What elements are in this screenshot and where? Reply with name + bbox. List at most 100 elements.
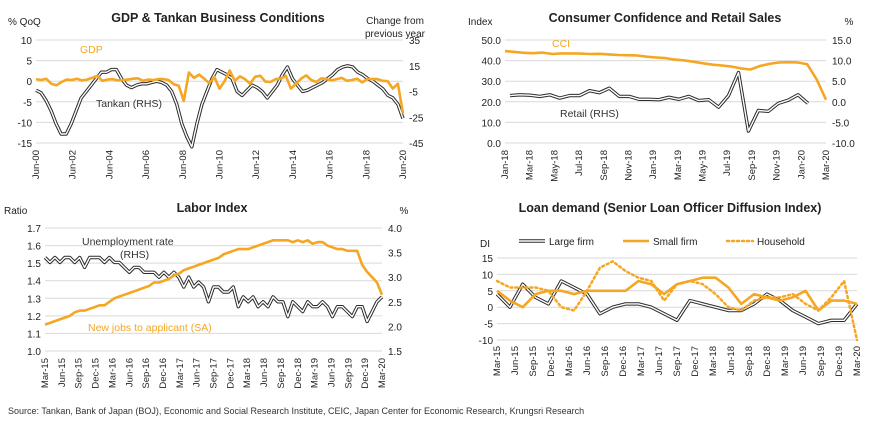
y-tick-label-right: 15 — [409, 62, 421, 73]
left-axis-label: Index — [468, 17, 492, 28]
gdp-series-point — [56, 85, 57, 86]
tankan-series-point — [131, 87, 132, 88]
unemployment-series-point — [109, 257, 110, 258]
gdp-series-point — [81, 80, 82, 81]
gdp-series-point — [331, 80, 332, 81]
retail-series-point — [778, 103, 779, 104]
new-jobs-series-point — [124, 294, 125, 295]
y-tick-label-right: -10.0 — [832, 139, 855, 150]
small-firm-series-point — [522, 307, 523, 308]
unemployment-series-point — [193, 286, 194, 287]
tankan-series-label: Tankan (RHS) — [96, 98, 162, 110]
x-tick-label: Jun-15 — [57, 358, 68, 387]
new-jobs-series-point — [163, 280, 164, 281]
y-tick-label-left: 40.0 — [482, 57, 502, 68]
retail-series-point — [807, 103, 808, 104]
new-jobs-series-point — [158, 282, 159, 283]
unemployment-series-point — [188, 277, 189, 278]
new-jobs-series-point — [292, 242, 293, 243]
new-jobs-series-point — [332, 247, 333, 248]
tankan-series-point — [35, 90, 36, 91]
unemployment-series-point — [263, 301, 264, 302]
small-firm-series-point — [766, 297, 767, 298]
new-jobs-series-point — [376, 282, 377, 283]
new-jobs-series-point — [357, 250, 358, 251]
unemployment-series-point — [158, 277, 159, 278]
y-tick-label-right: 2.0 — [388, 322, 402, 333]
tankan-series-point — [317, 85, 318, 86]
unemployment-series-point — [198, 282, 199, 283]
new-jobs-series-point — [228, 252, 229, 253]
gdp-series-point — [306, 75, 307, 76]
y-tick-label-right: 10.0 — [832, 57, 852, 68]
x-tick-label: Sep-17 — [209, 358, 220, 389]
y-tick-label-left: 5 — [487, 287, 493, 298]
household-series-point — [651, 280, 652, 281]
household-series-point — [574, 310, 575, 311]
gdp-series-point — [193, 77, 194, 78]
x-tick-label: Dec-15 — [91, 358, 102, 389]
unemployment-series-point — [347, 311, 348, 312]
gdp-series-point — [35, 79, 36, 80]
unemployment-series-point — [173, 272, 174, 273]
small-firm-series-point — [625, 290, 626, 291]
y-tick-label-left: 0.0 — [487, 139, 501, 150]
new-jobs-series-point — [139, 289, 140, 290]
tankan-series-point — [46, 100, 47, 101]
y-tick-label-right: 0.0 — [832, 98, 846, 109]
large-firm-series-point — [612, 307, 613, 308]
new-jobs-series-line — [44, 239, 384, 326]
gdp-series-point — [71, 79, 72, 80]
gdp-series-point — [372, 79, 373, 80]
x-tick-label: Dec-17 — [225, 358, 236, 389]
tankan-series-point — [206, 91, 207, 92]
retail-series-point — [629, 96, 630, 97]
unemployment-series-point — [139, 267, 140, 268]
gdp-series-point — [214, 77, 215, 78]
household-series-point — [664, 300, 665, 301]
tankan-series-point — [166, 85, 167, 86]
new-jobs-series-point — [347, 250, 348, 251]
cci-series-point — [816, 79, 817, 80]
new-jobs-series-point — [208, 261, 209, 262]
cci-series-point — [825, 99, 826, 100]
retail-series-point — [639, 99, 640, 100]
x-tick-label: Mar-20 — [377, 358, 388, 388]
x-tick-label: Sep-17 — [672, 346, 683, 377]
gdp-series-point — [362, 82, 363, 83]
cci-series-point — [788, 62, 789, 63]
x-tick-label: Mar-18 — [525, 150, 536, 180]
x-tick-label: Sep-19 — [343, 358, 354, 389]
cci-series-point — [778, 62, 779, 63]
cci-series-point — [722, 65, 723, 66]
tankan-series-point — [171, 91, 172, 92]
right-axis-label: % — [845, 17, 854, 28]
gdp-series-label: GDP — [80, 44, 103, 56]
unemployment-series-point — [153, 272, 154, 273]
retail-series-point — [619, 96, 620, 97]
y-tick-label-left: 1.0 — [27, 347, 41, 358]
gdp-series-point — [402, 113, 403, 114]
gdp-series-point — [316, 81, 317, 82]
unemployment-series-point — [79, 257, 80, 258]
new-jobs-series-point — [198, 264, 199, 265]
tankan-series-point — [181, 123, 182, 124]
large-firm-series-point — [651, 307, 652, 308]
gdp-series-point — [97, 75, 98, 76]
small-firm-series-point — [676, 284, 677, 285]
gdp-series-point — [199, 74, 200, 75]
household-series-point — [638, 277, 639, 278]
x-tick-label: Sep-15 — [528, 346, 539, 377]
gdp-series-point — [107, 79, 108, 80]
retail-series-point — [579, 95, 580, 96]
x-tick-label: Nov-18 — [623, 150, 634, 181]
tankan-series-point — [106, 72, 107, 73]
household-series-point — [509, 287, 510, 288]
cci-series-point — [523, 52, 524, 53]
small-firm-series-point — [496, 290, 497, 291]
unemployment-series-point — [357, 306, 358, 307]
household-series-point — [612, 261, 613, 262]
tankan-series-point — [76, 110, 77, 111]
large-firm-series-point — [599, 313, 600, 314]
